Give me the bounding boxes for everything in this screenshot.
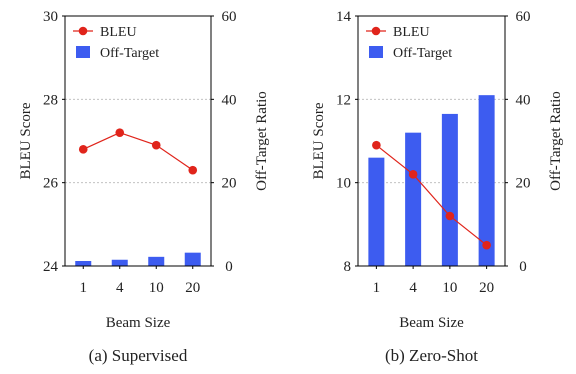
bar-off-target: [368, 157, 385, 266]
tick-label-left: 12: [336, 92, 351, 108]
legend-marker-bleu: [78, 26, 88, 36]
point-bleu: [78, 145, 88, 154]
tick-label-right: 40: [516, 92, 531, 108]
y-axis-label-right: Off-Target Ratio: [548, 91, 564, 191]
point-bleu: [372, 140, 381, 150]
line-bleu: [376, 144, 487, 246]
tick-label-right: 20: [222, 176, 237, 192]
legend-swatch-off-target: [76, 46, 90, 58]
legend-swatch-off-target: [369, 46, 383, 58]
bar-off-target: [75, 261, 92, 266]
tick-label-x: 10: [149, 280, 164, 296]
point-bleu: [188, 165, 198, 175]
tick-label-x: 20: [185, 280, 200, 296]
legend: BLEU Off-Target: [73, 25, 159, 61]
bar-off-target: [441, 113, 458, 267]
point-bleu: [408, 170, 418, 179]
chart-panel-supervised: 24 26 28 30 0 20 40 60 1 4 10 20 Beam Size BLEU Score…: [18, 9, 270, 365]
bar-off-target: [111, 259, 128, 266]
bar-off-target: [184, 252, 201, 266]
tick-label-left: 8: [344, 259, 352, 275]
legend-label-off-target: Off-Target: [100, 46, 159, 61]
legend-label-off-target: Off-Target: [393, 46, 452, 61]
bar-off-target: [148, 256, 165, 266]
tick-label-x: 4: [409, 280, 417, 296]
tick-label-right: 0: [519, 259, 527, 275]
y-axis-label-right: Off-Target Ratio: [254, 91, 270, 191]
bar-off-target: [405, 132, 422, 266]
point-bleu: [482, 240, 491, 250]
tick-label-left: 14: [336, 9, 352, 25]
tick-label-right: 60: [516, 9, 531, 25]
legend-marker-bleu: [371, 26, 381, 36]
legend-label-bleu: BLEU: [100, 25, 137, 40]
tick-label-left: 28: [43, 92, 58, 108]
tick-label-left: 30: [43, 9, 58, 25]
tick-label-x: 1: [80, 280, 88, 296]
tick-label-right: 0: [225, 259, 233, 275]
point-bleu: [115, 128, 125, 137]
plot-frame: [357, 15, 506, 267]
plot-frame: [64, 15, 212, 267]
panel-caption: (b) Zero-Shot: [385, 346, 478, 365]
point-bleu: [151, 140, 161, 150]
legend: BLEU Off-Target: [366, 25, 452, 61]
legend-label-bleu: BLEU: [393, 25, 430, 40]
y-axis-label-left: BLEU Score: [311, 102, 327, 179]
tick-label-right: 60: [222, 9, 237, 25]
tick-label-x: 10: [442, 280, 457, 296]
y-axis-label-left: BLEU Score: [18, 102, 34, 179]
line-bleu: [83, 132, 194, 171]
tick-label-right: 40: [222, 92, 237, 108]
tick-label-left: 10: [336, 176, 351, 192]
tick-label-x: 1: [373, 280, 381, 296]
bar-off-target: [478, 95, 495, 267]
tick-label-x: 20: [479, 280, 494, 296]
point-bleu: [445, 211, 455, 221]
panel-caption: (a) Supervised: [89, 346, 188, 365]
tick-label-left: 24: [43, 259, 59, 275]
x-axis-label: Beam Size: [106, 315, 171, 331]
tick-label-right: 20: [516, 176, 531, 192]
tick-label-left: 26: [43, 176, 59, 192]
tick-label-x: 4: [116, 280, 124, 296]
x-axis-label: Beam Size: [399, 315, 464, 331]
